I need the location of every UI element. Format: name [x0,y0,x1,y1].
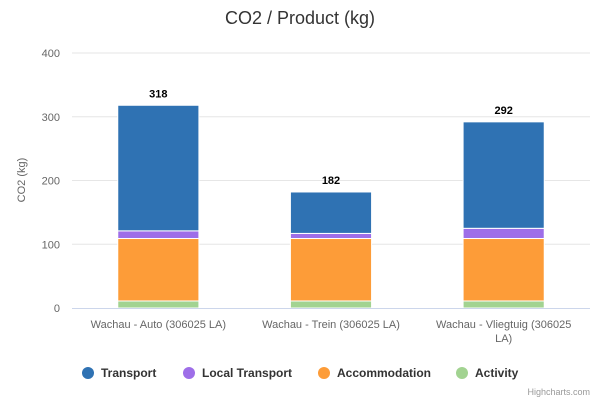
bar-segment-activity[interactable] [289,300,373,309]
legend-item-activity[interactable]: Activity [456,366,519,380]
y-axis-title: CO2 (kg) [16,158,28,203]
x-tick-label: Wachau - Auto (306025 LA) [91,319,226,331]
bar-segment-local-transport[interactable] [289,232,373,240]
bars [117,104,545,309]
credits-link[interactable]: Highcharts.com [527,387,590,397]
total-data-label: 318 [149,88,167,100]
data-labels: 318 182 292 [149,88,513,187]
bar-segment-local-transport[interactable] [117,230,200,240]
legend-marker [82,367,94,379]
x-axis-labels: Wachau - Auto (306025 LA) Wachau - Trein … [91,319,572,345]
bar-segment-accommodation[interactable] [289,238,373,302]
chart-title: CO2 / Product (kg) [225,8,375,28]
legend-label: Activity [475,366,519,380]
x-tick-label-line: Wachau - Auto (306025 LA) [91,319,226,331]
bar-segment-activity[interactable] [462,300,545,309]
legend-marker [456,367,468,379]
total-data-label: 182 [322,175,340,187]
total-data-label: 292 [494,105,512,117]
bar-segment-transport[interactable] [289,191,373,234]
bar-segment-transport[interactable] [117,104,200,232]
y-tick-label: 200 [42,176,60,188]
y-tick-label: 300 [42,112,60,124]
x-tick-label: Wachau - Vliegtuig (306025 LA) [436,319,571,345]
legend-item-accommodation[interactable]: Accommodation [318,366,431,380]
legend-label: Transport [101,366,156,380]
x-tick-label-line: Wachau - Trein (306025 LA) [262,319,400,331]
y-tick-label: 0 [54,303,60,315]
x-tick-label-line: LA) [495,333,512,345]
bar-segment-local-transport[interactable] [462,227,545,240]
legend: Transport Local Transport Accommodation Act… [82,366,519,380]
x-tick-label: Wachau - Trein (306025 LA) [262,319,400,331]
x-tick-label-line: Wachau - Vliegtuig (306025 [436,319,571,331]
legend-marker [318,367,330,379]
bar-segment-accommodation[interactable] [117,238,200,302]
bar-segment-activity[interactable] [117,300,200,309]
legend-item-local-transport[interactable]: Local Transport [183,366,292,380]
legend-label: Accommodation [337,366,431,380]
legend-marker [183,367,195,379]
y-axis-ticks: 0 100 200 300 400 [42,48,60,315]
y-tick-label: 400 [42,48,60,60]
bar-segment-accommodation[interactable] [462,238,545,302]
y-tick-label: 100 [42,239,60,251]
bar-segment-transport[interactable] [462,121,545,229]
legend-label: Local Transport [202,366,292,380]
legend-item-transport[interactable]: Transport [82,366,156,380]
